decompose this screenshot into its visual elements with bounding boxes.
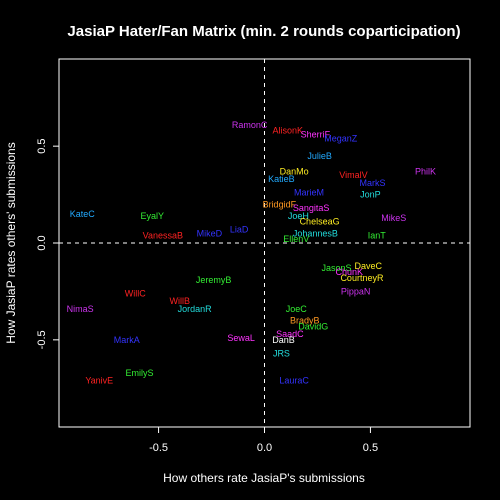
point-label-courtneyr: CourtneyR [340, 273, 384, 283]
point-label-saadc: SaadC [276, 329, 304, 339]
point-label-julieb: JulieB [307, 151, 332, 161]
point-label-yanive: YanivE [85, 376, 113, 386]
point-label-marks: MarkS [360, 178, 386, 188]
point-label-jeremyb: JeremyB [196, 275, 232, 285]
chart-title: JasiaP Hater/Fan Matrix (min. 2 rounds c… [67, 23, 460, 40]
point-label-iant: IanT [368, 230, 387, 240]
point-label-laurac: LauraC [279, 376, 309, 386]
point-label-sherrif: SherriF [301, 130, 331, 140]
y-axis-title: How JasiaP rates others' submissions [4, 142, 18, 344]
point-label-chelseag: ChelseaG [300, 217, 340, 227]
x-axis: -0.5 0.0 0.5 [149, 426, 378, 454]
point-label-miked: MikeD [197, 228, 223, 238]
point-label-nimas: NimaS [67, 304, 94, 314]
point-label-davidg: DavidG [298, 321, 328, 331]
point-label-mariem: MarieM [294, 188, 324, 198]
y-tick-label: 0.5 [36, 139, 48, 154]
point-label-johannesb: JohannesB [293, 228, 338, 238]
point-label-danb: DanB [272, 335, 295, 345]
point-label-davec: DaveC [355, 261, 383, 271]
point-label-chunk: ChunK [335, 267, 363, 277]
point-label-willc: WillC [125, 288, 146, 298]
point-label-katieb: KatieB [268, 174, 295, 184]
point-label-sangitas: SangitaS [293, 203, 330, 213]
point-label-bridgidf: BridgidF [263, 199, 297, 209]
y-tick-label: 0.0 [36, 235, 48, 250]
y-axis: -0.5 0.0 0.5 [36, 139, 60, 349]
point-label-eyaly: EyalY [140, 211, 164, 221]
point-label-alisonk: AlisonK [273, 126, 304, 136]
point-label-ramonc: RamonC [232, 120, 268, 130]
x-tick-label: 0.5 [363, 442, 378, 454]
point-label-liad: LiaD [230, 224, 249, 234]
x-axis-title: How others rate JasiaP's submissions [163, 471, 365, 485]
point-label-joeh: JoeH [288, 211, 309, 221]
point-label-mikes: MikeS [381, 213, 406, 223]
point-label-jonp: JonP [360, 190, 381, 200]
point-label-emilys: EmilyS [125, 368, 153, 378]
point-label-ellenv: EllenV [283, 234, 309, 244]
point-label-bradyb: BradyB [290, 315, 320, 325]
y-tick-label: -0.5 [36, 330, 48, 349]
point-label-jrs: JRS [273, 348, 290, 358]
point-label-philk: PhilK [415, 166, 436, 176]
point-label-jasons: JasonS [322, 263, 352, 273]
x-tick-label: 0.0 [257, 442, 272, 454]
point-label-joec: JoeC [286, 304, 308, 314]
point-label-jordanr: JordanR [178, 304, 213, 314]
point-label-vanessab: VanessaB [143, 230, 183, 240]
point-label-danmo: DanMo [280, 166, 309, 176]
x-tick-label: -0.5 [149, 442, 168, 454]
point-label-marka: MarkA [114, 335, 140, 345]
point-label-sewal: SewaL [227, 333, 255, 343]
point-label-willb: WillB [170, 296, 191, 306]
point-label-meganz: MeganZ [324, 133, 358, 143]
point-label-katec: KateC [70, 209, 96, 219]
point-label-pippan: PippaN [341, 286, 371, 296]
point-label-vimalv: VimalV [339, 170, 367, 180]
